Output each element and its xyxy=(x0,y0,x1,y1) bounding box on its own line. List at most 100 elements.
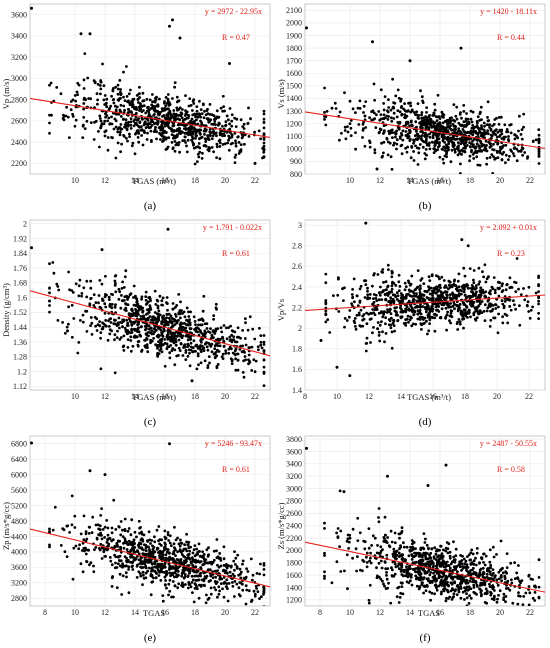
data-point xyxy=(161,566,165,570)
data-point xyxy=(483,303,487,307)
data-point xyxy=(164,121,168,125)
data-point xyxy=(416,269,420,272)
data-point xyxy=(518,114,521,118)
data-point xyxy=(472,126,475,130)
data-point xyxy=(218,552,222,555)
x-tick-label: 10 xyxy=(346,176,354,185)
x-tick-label: 10 xyxy=(71,176,79,185)
outlier-point xyxy=(30,6,33,10)
data-point xyxy=(373,117,376,121)
panel-label-b: (b) xyxy=(419,200,432,212)
data-point xyxy=(153,570,157,573)
data-point xyxy=(184,112,188,116)
data-point xyxy=(239,570,243,574)
data-point xyxy=(465,137,468,140)
data-point xyxy=(139,325,143,329)
data-point xyxy=(206,568,210,572)
data-point xyxy=(163,116,167,120)
data-point xyxy=(201,550,205,554)
data-point xyxy=(140,348,144,352)
data-point xyxy=(507,138,510,141)
data-point xyxy=(508,154,511,158)
data-point xyxy=(191,578,195,582)
data-point xyxy=(358,107,362,110)
data-point xyxy=(389,323,393,327)
data-point xyxy=(501,152,504,156)
data-point xyxy=(230,124,234,128)
data-point xyxy=(154,565,158,569)
data-point xyxy=(428,292,432,296)
data-point xyxy=(245,588,249,592)
data-point xyxy=(233,352,237,356)
data-point xyxy=(140,530,143,534)
data-point xyxy=(361,122,365,126)
data-point xyxy=(447,305,451,309)
data-point xyxy=(430,125,434,128)
data-point xyxy=(66,115,70,119)
data-point xyxy=(184,348,188,352)
data-point xyxy=(161,296,165,300)
data-point xyxy=(325,109,329,113)
data-point xyxy=(359,308,363,312)
data-point xyxy=(116,92,120,96)
data-point xyxy=(465,296,468,300)
data-point xyxy=(132,97,136,101)
data-point xyxy=(361,136,364,139)
data-point xyxy=(477,144,481,148)
data-point xyxy=(399,310,403,314)
data-point xyxy=(203,144,207,147)
data-point xyxy=(160,303,164,307)
y-tick-label: 2.4 xyxy=(292,283,302,292)
data-point xyxy=(130,100,134,103)
data-point xyxy=(410,274,414,278)
data-point xyxy=(212,150,216,154)
data-point xyxy=(225,578,229,582)
data-point xyxy=(236,553,240,557)
data-point xyxy=(76,351,80,355)
data-point xyxy=(147,530,151,534)
data-point xyxy=(168,534,172,538)
data-point xyxy=(537,162,541,165)
data-point xyxy=(323,118,326,121)
data-point xyxy=(127,295,130,299)
data-point xyxy=(370,110,373,114)
data-point xyxy=(444,316,447,320)
data-point xyxy=(487,119,491,122)
data-point xyxy=(152,327,156,331)
data-point xyxy=(77,547,81,551)
data-point xyxy=(411,322,415,326)
data-point xyxy=(392,282,396,285)
data-point xyxy=(101,321,104,325)
data-point xyxy=(161,315,165,319)
data-point xyxy=(148,295,152,299)
data-point xyxy=(160,123,164,127)
data-point xyxy=(324,313,328,316)
r-value-a: R = 0.47 xyxy=(222,33,250,42)
data-point xyxy=(441,157,445,161)
data-point xyxy=(503,123,507,127)
data-point xyxy=(410,294,413,298)
data-point xyxy=(143,338,147,342)
data-point xyxy=(537,133,541,137)
data-point xyxy=(497,294,501,298)
data-point xyxy=(385,137,389,141)
y-tick-label: 3400 xyxy=(286,460,302,469)
data-point xyxy=(410,123,414,127)
data-point xyxy=(233,330,237,334)
data-point xyxy=(147,324,151,328)
x-tick-label: 16 xyxy=(436,176,444,185)
data-point xyxy=(473,287,477,291)
data-point xyxy=(399,99,402,103)
data-point xyxy=(504,288,508,292)
data-point xyxy=(136,340,140,343)
data-point xyxy=(74,99,77,103)
data-point xyxy=(99,125,103,128)
data-point xyxy=(229,324,233,328)
data-point xyxy=(241,371,245,374)
data-point xyxy=(410,145,414,148)
data-point xyxy=(206,136,210,140)
data-point xyxy=(230,333,234,337)
data-point xyxy=(71,112,74,116)
regression-equation-a: y = 2972 - 22.95x xyxy=(205,7,262,16)
data-point xyxy=(150,569,153,573)
